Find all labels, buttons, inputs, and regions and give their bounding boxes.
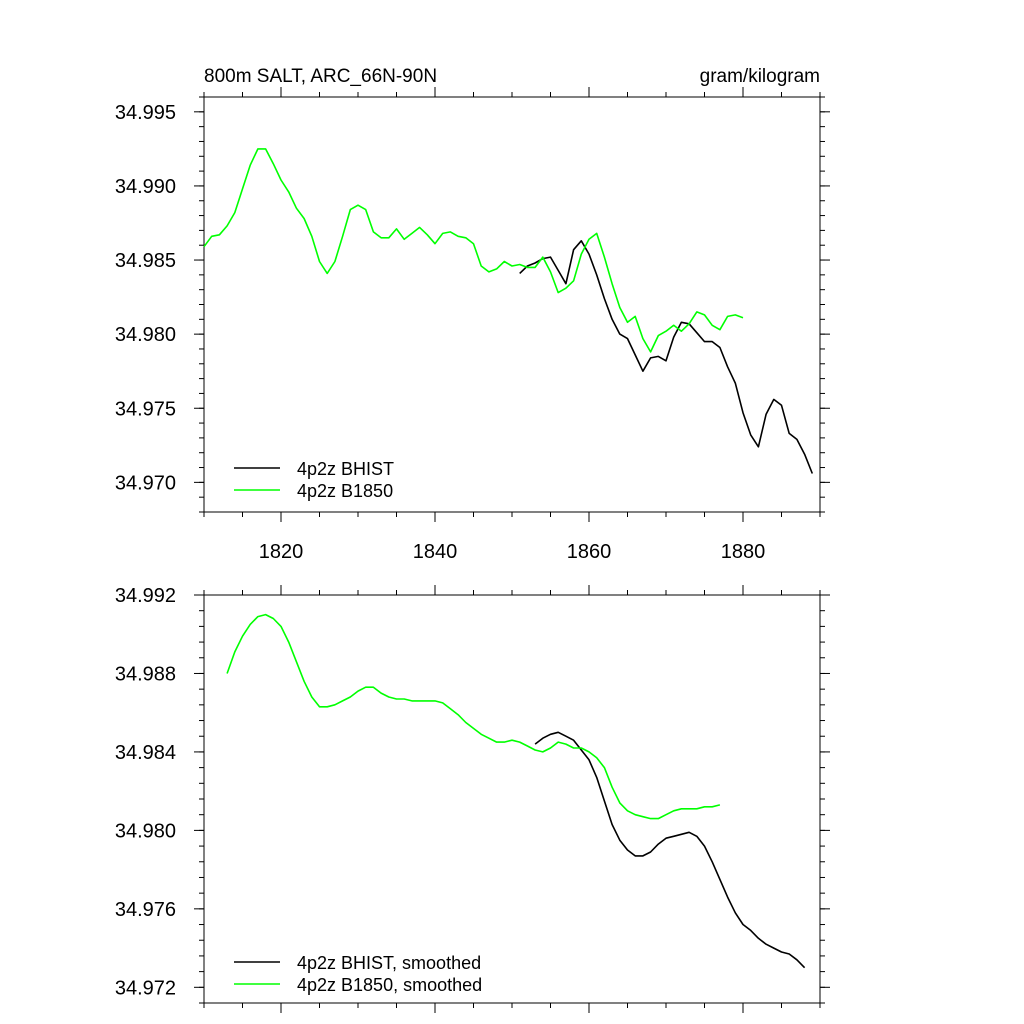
x-tick-label: 1820	[259, 541, 304, 563]
x-tick-label: 1860	[567, 541, 612, 563]
series-line-bhist	[519, 240, 814, 474]
y-tick-label: 34.984	[115, 742, 176, 764]
series-line-b1850	[203, 148, 744, 353]
y-tick-label: 34.988	[115, 663, 176, 685]
y-tick-label: 34.992	[115, 585, 176, 607]
x-tick-label: 1840	[413, 541, 458, 563]
y-tick-label: 34.970	[115, 472, 176, 494]
y-tick-label: 34.995	[115, 102, 176, 124]
plot-frame	[203, 96, 821, 513]
legend-label: 4p2z B1850	[297, 481, 393, 501]
salinity-panel: 34.970 34.975 34.980 34.985 34.990 34.995 1820…	[115, 66, 830, 563]
y-tick-label: 34.976	[115, 899, 176, 921]
y-tick-label: 34.990	[115, 176, 176, 198]
smoothed-salinity-panel: 34.972 34.976 34.980 34.984 34.988 34.992 4p2z…	[115, 585, 830, 1013]
plot-frame	[203, 594, 821, 1004]
y-tick-label: 34.980	[115, 324, 176, 346]
x-tick-label: 1880	[721, 541, 766, 563]
y-tick-label: 34.975	[115, 398, 176, 420]
units-label: gram/kilogram	[700, 66, 820, 87]
y-tick-label: 34.985	[115, 250, 176, 272]
chart-title: 800m SALT, ARC_66N-90N	[204, 66, 437, 87]
y-tick-label: 34.980	[115, 820, 176, 842]
legend-label: 4p2z BHIST, smoothed	[297, 953, 481, 973]
legend-label: 4p2z B1850, smoothed	[297, 975, 482, 995]
series-line-b1850	[226, 613, 721, 820]
y-tick-label: 34.972	[115, 977, 176, 999]
series-line-bhist	[534, 731, 806, 969]
legend-label: 4p2z BHIST	[297, 459, 394, 479]
